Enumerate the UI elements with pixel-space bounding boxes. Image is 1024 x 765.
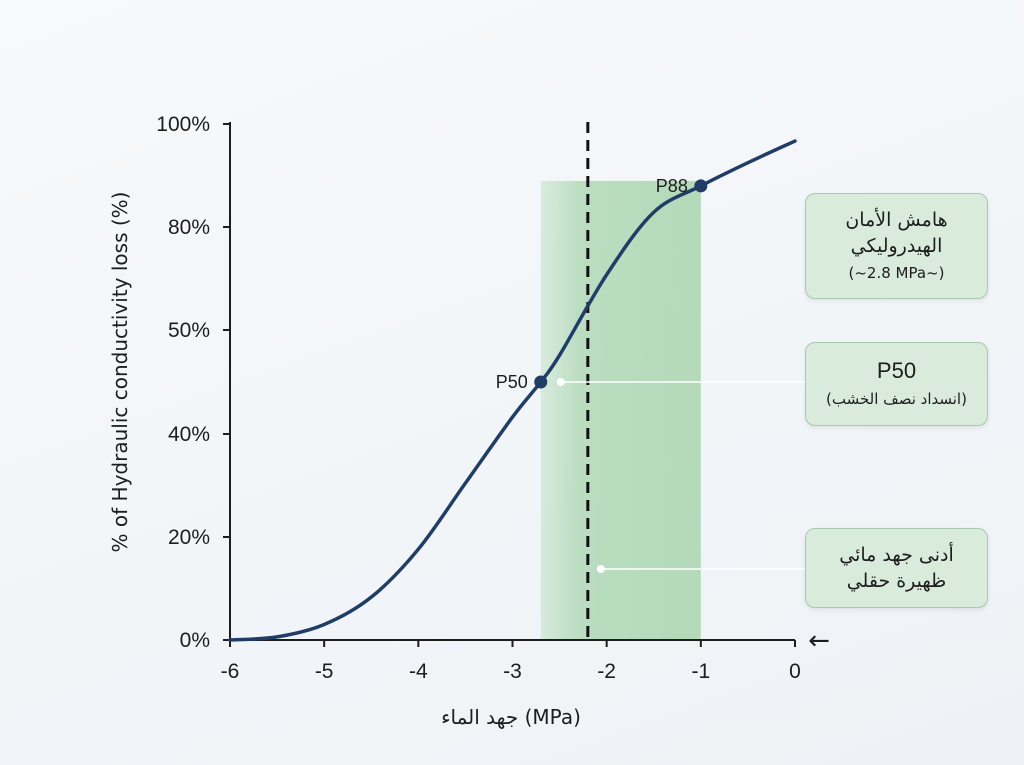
y-tick-label: 0% (180, 629, 210, 652)
arrow-left-icon: ← (808, 626, 830, 656)
y-tick-label: 50% (168, 319, 210, 342)
x-tick-label: -3 (503, 660, 522, 683)
callout-min-potential-line1: أدنى جهد مائي (839, 544, 954, 566)
point-p50 (534, 375, 548, 389)
callout-safety-margin-line1: هامش الأمان (845, 209, 948, 231)
series-line (228, 139, 797, 642)
connector-dot-p50 (556, 378, 565, 386)
callout-safety-margin-line2: الهيدروليكي (850, 235, 943, 257)
callout-min-potential-line2: ظهيرة حقلي (846, 570, 947, 592)
callout-connectors (556, 378, 805, 573)
callout-p50-title: P50 (876, 358, 917, 383)
callout-p50: P50 (انسداد نصف الخشب) (805, 342, 988, 426)
x-tick-label: 0 (789, 660, 801, 683)
safety-margin-region (540, 180, 701, 641)
x-tick-label: -5 (315, 660, 334, 683)
point-label-p88: P88 (656, 176, 688, 196)
connector-dot-min-potential (596, 565, 605, 573)
callout-safety-margin-value: (~2.8 MPa~) (848, 264, 945, 282)
y-axis-title: % of Hydraulic conductivity loss (%) (108, 192, 132, 553)
callout-min-potential: أدنى جهد مائي ظهيرة حقلي (805, 528, 988, 608)
x-tick-label: -4 (409, 660, 428, 683)
x-tick-label: -6 (221, 660, 240, 683)
x-ticks: -6 -5 -4 -3 -2 -1 0 (221, 640, 801, 683)
points: P50 P88 (496, 176, 708, 392)
y-tick-label: 40% (168, 423, 210, 446)
callout-safety-margin: هامش الأمان الهيدروليكي (~2.8 MPa~) (805, 193, 988, 299)
x-tick-label: -2 (597, 660, 616, 683)
x-tick-label: -1 (691, 660, 710, 683)
y-tick-label: 20% (168, 526, 210, 549)
point-label-p50: P50 (496, 372, 528, 392)
y-ticks: 0% 20% 40% 50% 80% 100% (156, 113, 230, 652)
callout-p50-sub: (انسداد نصف الخشب) (826, 390, 967, 408)
point-p88 (694, 179, 708, 193)
x-axis-title: جهد الماء (MPa) (441, 705, 581, 729)
y-tick-label: 80% (168, 216, 210, 239)
y-tick-label: 100% (156, 113, 210, 136)
